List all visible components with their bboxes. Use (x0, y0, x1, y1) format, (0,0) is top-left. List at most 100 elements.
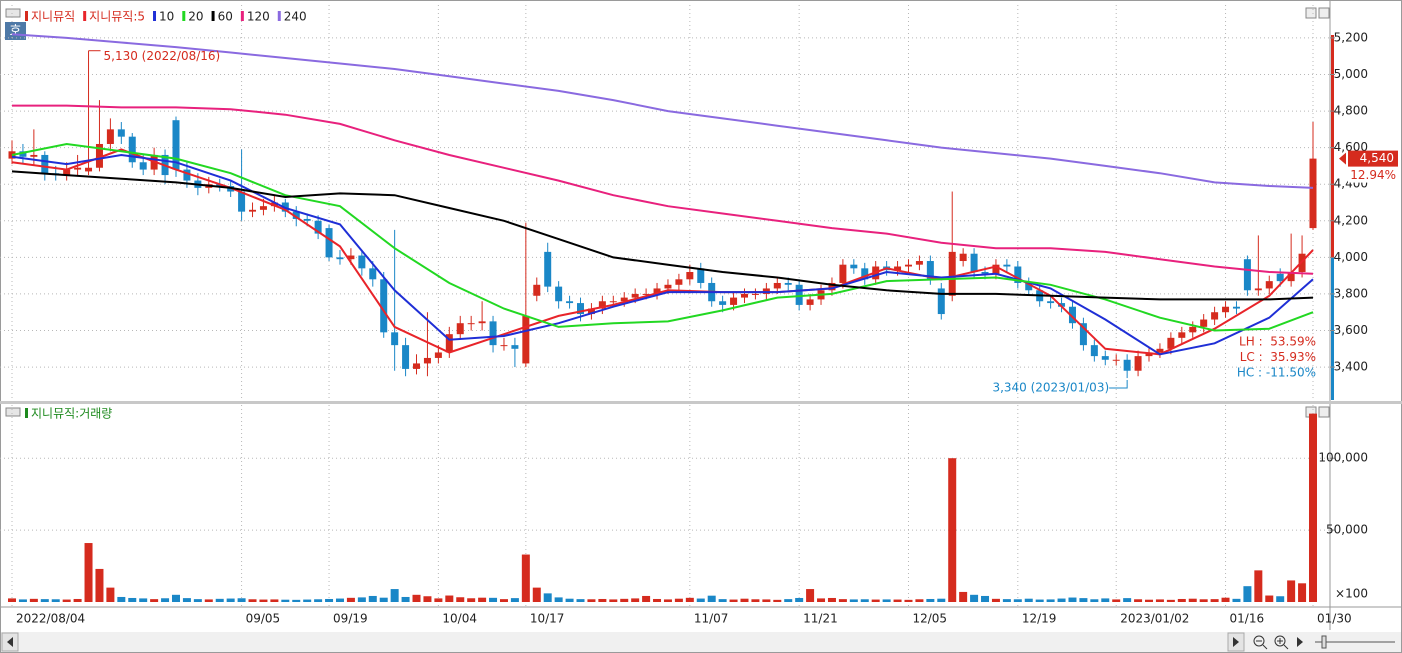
stat-label: LC : 35.93% (1240, 350, 1316, 364)
volume-bar (1013, 599, 1022, 602)
volume-bar (849, 599, 858, 602)
legend-label: 지니뮤직:거래량 (31, 407, 112, 421)
volume-bar (784, 599, 793, 602)
volume-bar (554, 597, 563, 602)
y-tick-label: 4,000 (1334, 250, 1368, 264)
volume-bar (434, 598, 443, 602)
volume-bar (499, 599, 508, 602)
candle-body (303, 218, 311, 221)
volume-bar (1090, 599, 1099, 602)
volume-bar (729, 599, 738, 602)
candle-body (19, 151, 27, 157)
pane-menu[interactable] (5, 8, 21, 18)
volume-bar (532, 587, 541, 602)
candle-body (478, 321, 486, 324)
volume-bar (598, 598, 607, 602)
candle-body (773, 282, 781, 289)
volume-bar (981, 595, 990, 602)
candle-body (336, 257, 344, 260)
pane-close[interactable] (1318, 406, 1330, 418)
volume-bar (685, 597, 694, 602)
volume-bar (292, 599, 301, 602)
volume-bar (751, 599, 760, 602)
volume-bar (642, 595, 651, 602)
candle-body (642, 293, 650, 295)
candle-body (1189, 326, 1197, 333)
candle-body (292, 211, 300, 219)
legend-swatch (240, 11, 244, 21)
zoom-out[interactable] (1253, 635, 1268, 650)
legend-label: 60 (218, 10, 233, 24)
volume-bar (40, 599, 49, 602)
candle-body (697, 268, 705, 283)
candle-body (937, 288, 945, 315)
volume-bar (1309, 413, 1317, 602)
play[interactable] (1297, 637, 1303, 647)
candle-body (631, 293, 639, 298)
candle-body (1178, 332, 1186, 338)
candle-body (970, 253, 978, 272)
volume-bar (740, 598, 749, 602)
pane-restore[interactable] (1305, 7, 1317, 19)
candle-body (981, 271, 989, 274)
x-tick-label: 12/19 (1022, 612, 1057, 626)
candle-body (598, 301, 606, 309)
volume-bar (171, 594, 180, 602)
pane-splitter[interactable] (0, 401, 1402, 404)
stat-label: LH : 53.59% (1239, 335, 1316, 349)
volume-bar (970, 594, 979, 602)
legend-label: 지니뮤직 (31, 10, 75, 24)
volume-bar (773, 599, 782, 602)
volume-bar (696, 598, 705, 602)
candle-body (522, 315, 530, 364)
legend-swatch (153, 11, 157, 21)
change-label: 12.94% (1350, 168, 1396, 182)
pane-close[interactable] (1318, 7, 1330, 19)
candle-body (314, 220, 322, 234)
volume-bar (117, 596, 126, 602)
zoom-slider[interactable] (1315, 635, 1395, 649)
candle-body (117, 129, 125, 137)
volume-bar (795, 597, 804, 602)
volume-bar (1024, 598, 1033, 602)
candle-body (1156, 348, 1164, 353)
candle-body (577, 303, 585, 315)
volume-bar (1265, 595, 1274, 602)
volume-bar (193, 599, 202, 602)
candle-body (1058, 303, 1066, 307)
candle-body (1134, 356, 1142, 371)
volume-bar (817, 598, 826, 602)
volume-bar (270, 599, 279, 602)
volume-bar (237, 598, 246, 602)
volume-bar (1134, 599, 1143, 602)
candle-body (1167, 337, 1175, 349)
volume-bar (84, 543, 93, 602)
candle-body (609, 301, 617, 303)
volume-bar (379, 597, 388, 602)
candle-body (533, 284, 541, 296)
candle-body (1232, 306, 1240, 309)
candle-body (544, 251, 552, 287)
zoom-in[interactable] (1274, 635, 1289, 650)
range-bar-up (1331, 35, 1334, 258)
moving-average (11, 153, 1314, 356)
candle-body (1003, 264, 1011, 267)
candle-body (1145, 352, 1153, 357)
volume-bar (860, 599, 869, 602)
candle-body (106, 129, 114, 144)
y-tick-label: 4,800 (1334, 104, 1368, 118)
volume-bar (893, 599, 902, 602)
pane-menu[interactable] (5, 407, 21, 417)
candle-body (1123, 359, 1131, 371)
legend-swatch (25, 408, 28, 418)
legend-swatch (211, 11, 215, 21)
volume-bar (51, 599, 60, 602)
candle-body (434, 352, 442, 358)
x-tick-label: 2023/01/02 (1120, 612, 1189, 626)
volume-bar (1166, 599, 1175, 602)
candle-body (259, 206, 267, 210)
x-tick-label: 10/04 (442, 612, 477, 626)
volume-bar (1254, 570, 1263, 602)
candle-body (730, 297, 738, 305)
